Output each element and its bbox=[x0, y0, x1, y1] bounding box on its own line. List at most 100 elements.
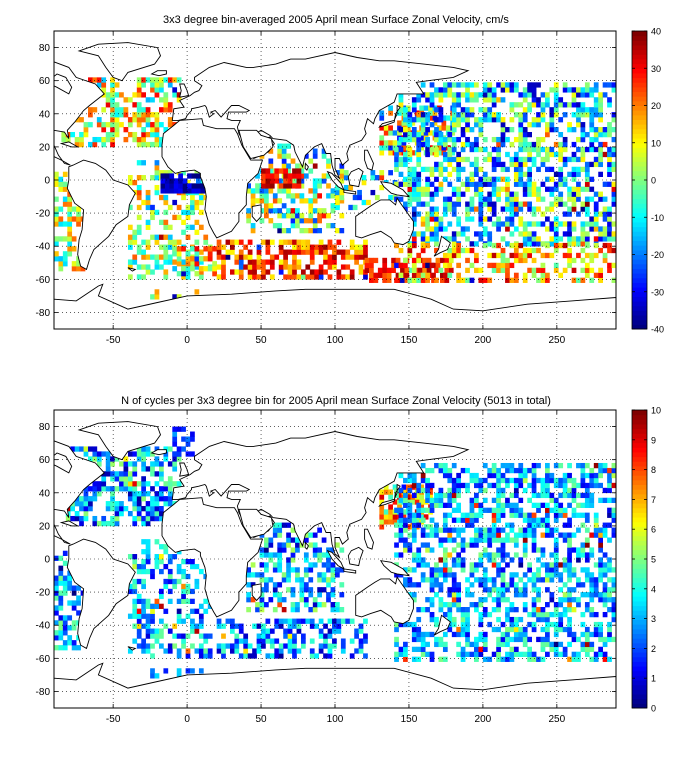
bin-cell bbox=[513, 247, 519, 254]
bin-cell bbox=[407, 171, 413, 177]
bin-cell bbox=[259, 193, 265, 199]
bin-cell bbox=[190, 436, 195, 442]
bin-cell bbox=[141, 643, 146, 649]
bin-cell bbox=[335, 189, 340, 196]
bin-cell bbox=[335, 542, 340, 548]
bin-cell bbox=[292, 638, 297, 644]
bin-cell bbox=[598, 467, 603, 474]
bin-cell bbox=[589, 646, 595, 653]
bin-cell bbox=[327, 618, 333, 624]
bin-cell bbox=[150, 209, 155, 216]
bin-cell bbox=[442, 517, 448, 523]
bin-cell bbox=[429, 507, 435, 513]
bin-cell bbox=[522, 127, 528, 133]
bin-cell bbox=[553, 602, 559, 608]
bin-cell bbox=[429, 146, 435, 153]
bin-cell bbox=[465, 631, 470, 638]
bin-cell bbox=[181, 583, 186, 590]
bin-cell bbox=[229, 269, 235, 275]
bin-cell bbox=[167, 628, 173, 634]
bin-cell bbox=[255, 607, 260, 613]
bin-cell bbox=[584, 502, 590, 508]
bin-cell bbox=[203, 266, 209, 272]
bin-cell bbox=[496, 497, 501, 504]
bin-cell bbox=[536, 122, 541, 128]
bin-cell bbox=[159, 588, 164, 595]
bin-cell bbox=[580, 247, 586, 254]
bin-cell bbox=[456, 216, 462, 222]
bin-cell bbox=[553, 611, 559, 618]
landmass-sri-lanka bbox=[304, 162, 309, 171]
bin-cell bbox=[132, 603, 138, 609]
bin-cell bbox=[141, 264, 146, 270]
bin-cell bbox=[136, 112, 142, 118]
bin-cell bbox=[238, 623, 244, 629]
bin-cell bbox=[593, 512, 599, 518]
bin-cell bbox=[268, 188, 274, 194]
bin-cell bbox=[456, 151, 462, 158]
colorbar-tick-label: 0 bbox=[651, 704, 656, 714]
bin-cell bbox=[332, 264, 337, 270]
bin-cell bbox=[571, 236, 577, 242]
bin-cell bbox=[327, 264, 333, 270]
bin-cell bbox=[229, 648, 235, 654]
bin-cell bbox=[598, 231, 603, 237]
bin-cell bbox=[58, 580, 64, 586]
bin-cell bbox=[238, 264, 244, 270]
bin-cell bbox=[465, 136, 470, 143]
bin-cell bbox=[200, 183, 206, 189]
bin-cell bbox=[456, 136, 462, 143]
bin-cell bbox=[429, 482, 435, 489]
bin-cell bbox=[54, 605, 59, 611]
bin-cell bbox=[136, 481, 142, 487]
bin-cell bbox=[500, 236, 506, 242]
bin-cell bbox=[154, 122, 160, 128]
bin-cell bbox=[123, 127, 129, 133]
bin-cell bbox=[602, 151, 608, 158]
bin-cell bbox=[425, 117, 430, 123]
bin-cell bbox=[536, 221, 541, 227]
bin-cell bbox=[312, 228, 318, 234]
bin-cell bbox=[345, 618, 351, 624]
bin-cell bbox=[318, 269, 324, 275]
bin-cell bbox=[500, 247, 506, 254]
bin-cell bbox=[167, 496, 173, 502]
bin-cell bbox=[580, 151, 586, 158]
bin-cell bbox=[522, 277, 528, 283]
bin-cell bbox=[250, 228, 256, 234]
bin-cell bbox=[558, 611, 564, 618]
bin-cell bbox=[190, 431, 195, 437]
bin-cell bbox=[159, 194, 164, 201]
bin-cell bbox=[491, 191, 497, 197]
bin-cell bbox=[513, 252, 519, 259]
bin-cell bbox=[303, 567, 309, 573]
bin-cell bbox=[178, 173, 183, 179]
bin-cell bbox=[176, 451, 182, 457]
bin-cell bbox=[607, 636, 612, 643]
bin-cell bbox=[309, 653, 315, 659]
bin-cell bbox=[580, 482, 586, 489]
bin-cell bbox=[295, 213, 300, 219]
bin-cell bbox=[460, 611, 466, 618]
bin-cell bbox=[491, 92, 497, 98]
bin-cell bbox=[83, 496, 89, 502]
bin-cell bbox=[562, 82, 568, 88]
bin-cell bbox=[105, 131, 111, 138]
bin-cell bbox=[159, 244, 164, 250]
bin-cell bbox=[571, 166, 577, 173]
bin-cell bbox=[388, 125, 393, 131]
bin-cell bbox=[456, 477, 462, 484]
bin-cell bbox=[571, 587, 577, 593]
bin-cell bbox=[181, 219, 186, 225]
bin-cell bbox=[584, 131, 590, 138]
bin-cell bbox=[553, 141, 559, 148]
bin-cell bbox=[558, 242, 564, 249]
bin-cell bbox=[509, 221, 515, 227]
bin-cell bbox=[110, 102, 115, 108]
bin-cell bbox=[593, 112, 599, 118]
bin-cell bbox=[545, 122, 550, 128]
bin-cell bbox=[326, 582, 331, 588]
bin-cell bbox=[136, 264, 142, 270]
bin-cell bbox=[540, 616, 546, 623]
bin-cell bbox=[469, 602, 475, 608]
